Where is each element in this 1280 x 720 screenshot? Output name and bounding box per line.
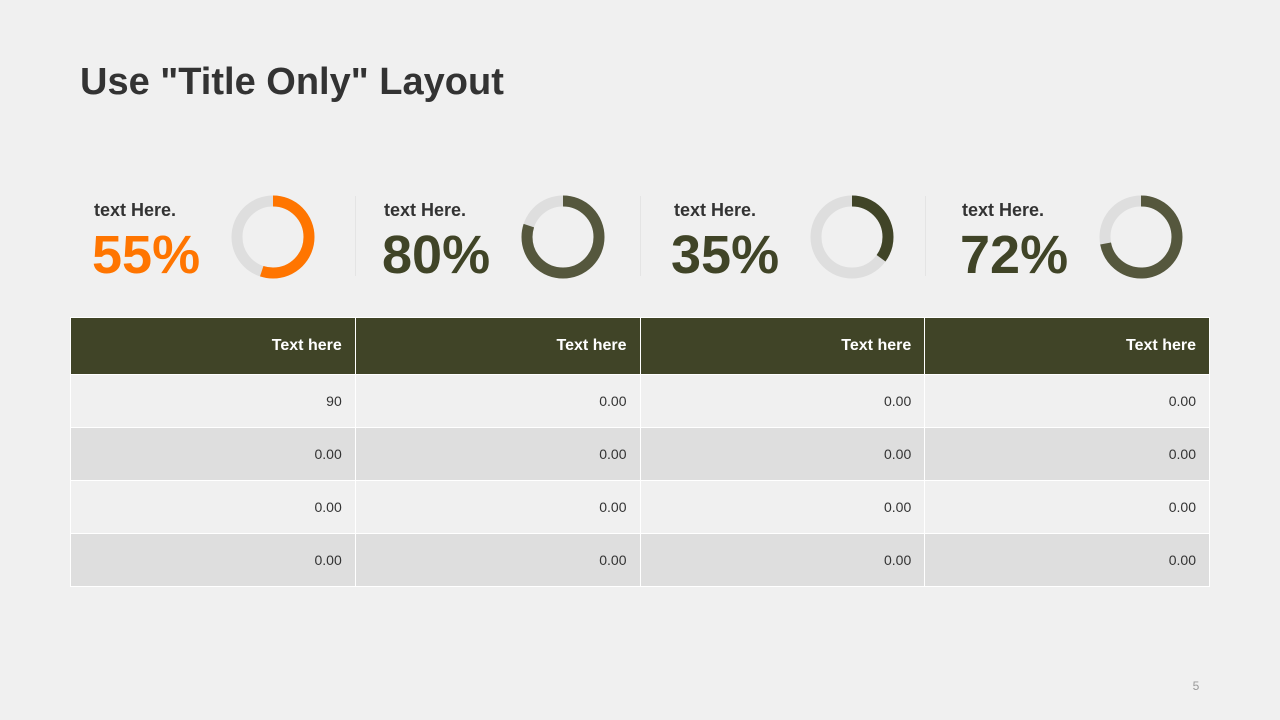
stat-label: text Here. (962, 200, 1045, 220)
divider (925, 196, 926, 276)
stat-value: 35% (671, 225, 780, 285)
stat-value: 72% (960, 225, 1069, 285)
table-cell: 0.00 (354, 533, 641, 587)
table-cell: 0.00 (70, 533, 356, 587)
donut-chart (521, 195, 605, 279)
stat-card: text Here. 72% (960, 192, 1230, 285)
stat-card: text Here. 55% (92, 192, 362, 285)
table-header-cell: Text here (70, 317, 356, 375)
table-cell: 0.00 (354, 374, 641, 428)
table-cell: 0.00 (70, 427, 356, 481)
table-cell: 0.00 (639, 480, 926, 534)
table-row: 0.00 0.00 0.00 0.00 (70, 427, 1210, 481)
table-header-row: Text here Text here Text here Text here (70, 317, 1210, 375)
donut-chart (810, 195, 894, 279)
donut-chart (1099, 195, 1183, 279)
table-cell: 0.00 (924, 374, 1210, 428)
table-cell: 0.00 (354, 427, 641, 481)
stat-label: text Here. (94, 200, 177, 220)
donut-progress-arc (1099, 195, 1183, 279)
table-cell: 0.00 (70, 480, 356, 534)
stat-value: 55% (92, 225, 201, 285)
table-header-cell: Text here (354, 317, 641, 375)
table-cell: 0.00 (639, 533, 926, 587)
table-row: 0.00 0.00 0.00 0.00 (70, 533, 1210, 587)
stat-value: 80% (382, 225, 491, 285)
table-cell: 0.00 (639, 427, 926, 481)
stat-label: text Here. (674, 200, 757, 220)
donut-chart (231, 195, 315, 279)
divider (640, 196, 641, 276)
slide-title: Use "Title Only" Layout (80, 61, 504, 103)
table-cell: 0.00 (924, 427, 1210, 481)
table-cell: 0.00 (924, 480, 1210, 534)
divider (355, 196, 356, 276)
table-cell: 0.00 (639, 374, 926, 428)
page-number: 5 (1192, 679, 1200, 693)
table-header-cell: Text here (924, 317, 1210, 375)
table-cell: 0.00 (924, 533, 1210, 587)
donut-progress-arc (810, 195, 894, 279)
stat-label: text Here. (384, 200, 467, 220)
table-cell: 0.00 (354, 480, 641, 534)
table-row: 0.00 0.00 0.00 0.00 (70, 480, 1210, 534)
table-header-cell: Text here (639, 317, 926, 375)
donut-progress-arc (521, 195, 605, 279)
table-row: 90 0.00 0.00 0.00 (70, 374, 1210, 428)
donut-progress-arc (231, 195, 315, 279)
table-cell: 90 (70, 374, 356, 428)
stat-card: text Here. 35% (671, 192, 941, 285)
data-table: Text here Text here Text here Text here … (70, 317, 1210, 587)
stat-card: text Here. 80% (382, 192, 652, 285)
